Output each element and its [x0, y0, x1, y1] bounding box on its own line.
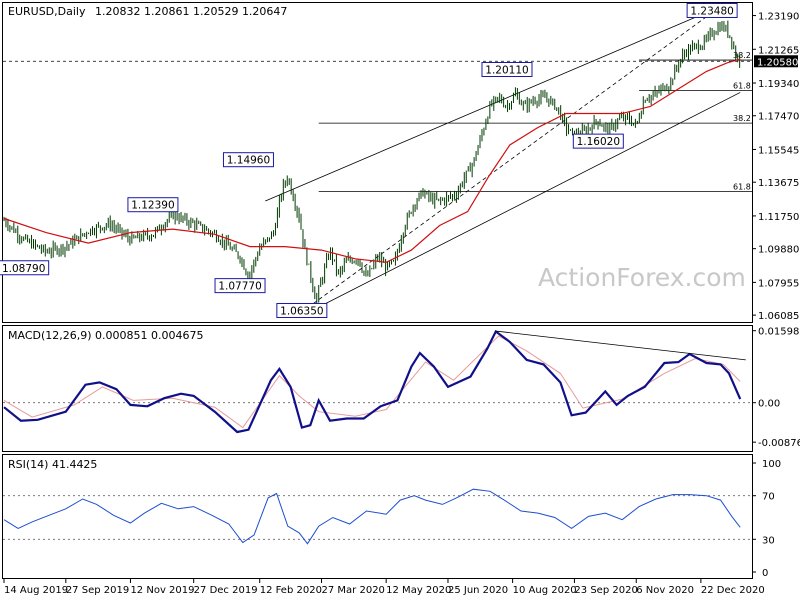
price-annotation-label: 1.08790: [2, 263, 45, 275]
channel-line: [307, 13, 711, 309]
macd-trendline: [495, 330, 746, 361]
current-price-tag-label: 1.20580: [757, 57, 798, 68]
price-y-tick-label: 1.13675: [758, 178, 799, 189]
rsi-y-tick-label: 0: [762, 568, 768, 579]
price-annotation-box: [222, 152, 274, 168]
price-annotation-label: 1.06350: [280, 305, 323, 317]
price-annotation-box: [572, 133, 624, 149]
price-y-tick-label: 1.07955: [758, 278, 799, 289]
price-annotation-box: [214, 278, 266, 294]
rsi-y-tick-label: 70: [762, 492, 775, 503]
rsi-y-tick-label: 100: [762, 459, 781, 470]
date-x-tick-label: 25 Jun 2020: [448, 585, 508, 596]
macd-panel-title: MACD(12,26,9) 0.000851 0.004675: [8, 329, 204, 342]
price-panel-frame: [2, 2, 753, 323]
fib-level-label: 38.2: [733, 114, 751, 123]
price-annotation-box: [0, 260, 50, 276]
price-annotation-label: 1.12390: [131, 200, 174, 212]
date-x-tick-label: 23 Sep 2020: [574, 585, 637, 596]
ohlc-values: 1.20832 1.20861 1.20529 1.20647: [95, 5, 287, 18]
price-y-tick-label: 1.09880: [758, 245, 799, 256]
date-x-tick-label: 12 Feb 2020: [260, 585, 322, 596]
price-y-tick-label: 1.15545: [758, 145, 799, 156]
date-x-tick-label: 27 Sep 2019: [66, 585, 129, 596]
price-annotation-label: 1.14960: [227, 155, 270, 167]
current-price-tag: [754, 55, 798, 68]
price-y-tick-label: 1.06085: [758, 311, 799, 322]
price-y-tick-label: 1.17470: [758, 112, 799, 123]
rsi-panel-title: RSI(14) 41.4425: [8, 458, 97, 471]
price-y-tick-label: 1.19340: [758, 79, 799, 90]
rsi-panel-frame: [2, 454, 753, 579]
price-annotation-label: 1.23480: [690, 5, 733, 17]
price-panel-title: EURUSD,Daily 1.20832 1.20861 1.20529 1.2…: [8, 5, 287, 18]
macd-y-tick-label: 0.015983: [758, 327, 800, 338]
rsi-y-tick-label: 30: [762, 535, 775, 546]
macd-y-tick-label: 0.00: [758, 399, 780, 410]
price-annotation-box: [276, 302, 328, 318]
macd-y-tick-label: -0.008762: [758, 438, 800, 449]
price-annotation-label: 1.20110: [485, 65, 528, 77]
fib-level-label: 61.8: [733, 182, 751, 191]
price-y-tick-label: 1.21265: [758, 45, 799, 56]
date-x-tick-label: 22 Dec 2020: [701, 585, 765, 596]
date-x-tick-label: 27 Mar 2020: [322, 585, 385, 596]
price-annotation-label: 1.16020: [577, 136, 620, 148]
price-y-tick-label: 1.23190: [758, 12, 799, 23]
price-annotation-box: [127, 197, 179, 213]
price-annotation-label: 1.07770: [218, 281, 261, 293]
macd-line: [3, 329, 742, 434]
rsi-line: [3, 488, 741, 545]
price-bars: [3, 20, 741, 304]
date-x-tick-label: 10 Aug 2020: [513, 585, 577, 596]
watermark: ActionForex.com: [538, 263, 746, 292]
price-annotation-box: [481, 62, 533, 78]
date-x-tick-label: 6 Nov 2020: [636, 585, 694, 596]
instrument-label: EURUSD,Daily: [8, 5, 86, 18]
date-x-tick-label: 12 May 2020: [386, 585, 451, 596]
channel-line: [310, 92, 741, 312]
date-x-tick-label: 14 Aug 2019: [4, 585, 68, 596]
fib-level-label: 61.8: [733, 82, 751, 91]
price-annotation-box: [686, 2, 738, 18]
channel-line: [265, 9, 713, 202]
price-y-tick-label: 1.11750: [758, 212, 799, 223]
date-x-tick-label: 27 Dec 2019: [194, 585, 258, 596]
moving-average-line: [3, 58, 741, 263]
fib-level-label: 38.2: [733, 51, 751, 60]
date-x-tick-label: 12 Nov 2019: [130, 585, 194, 596]
